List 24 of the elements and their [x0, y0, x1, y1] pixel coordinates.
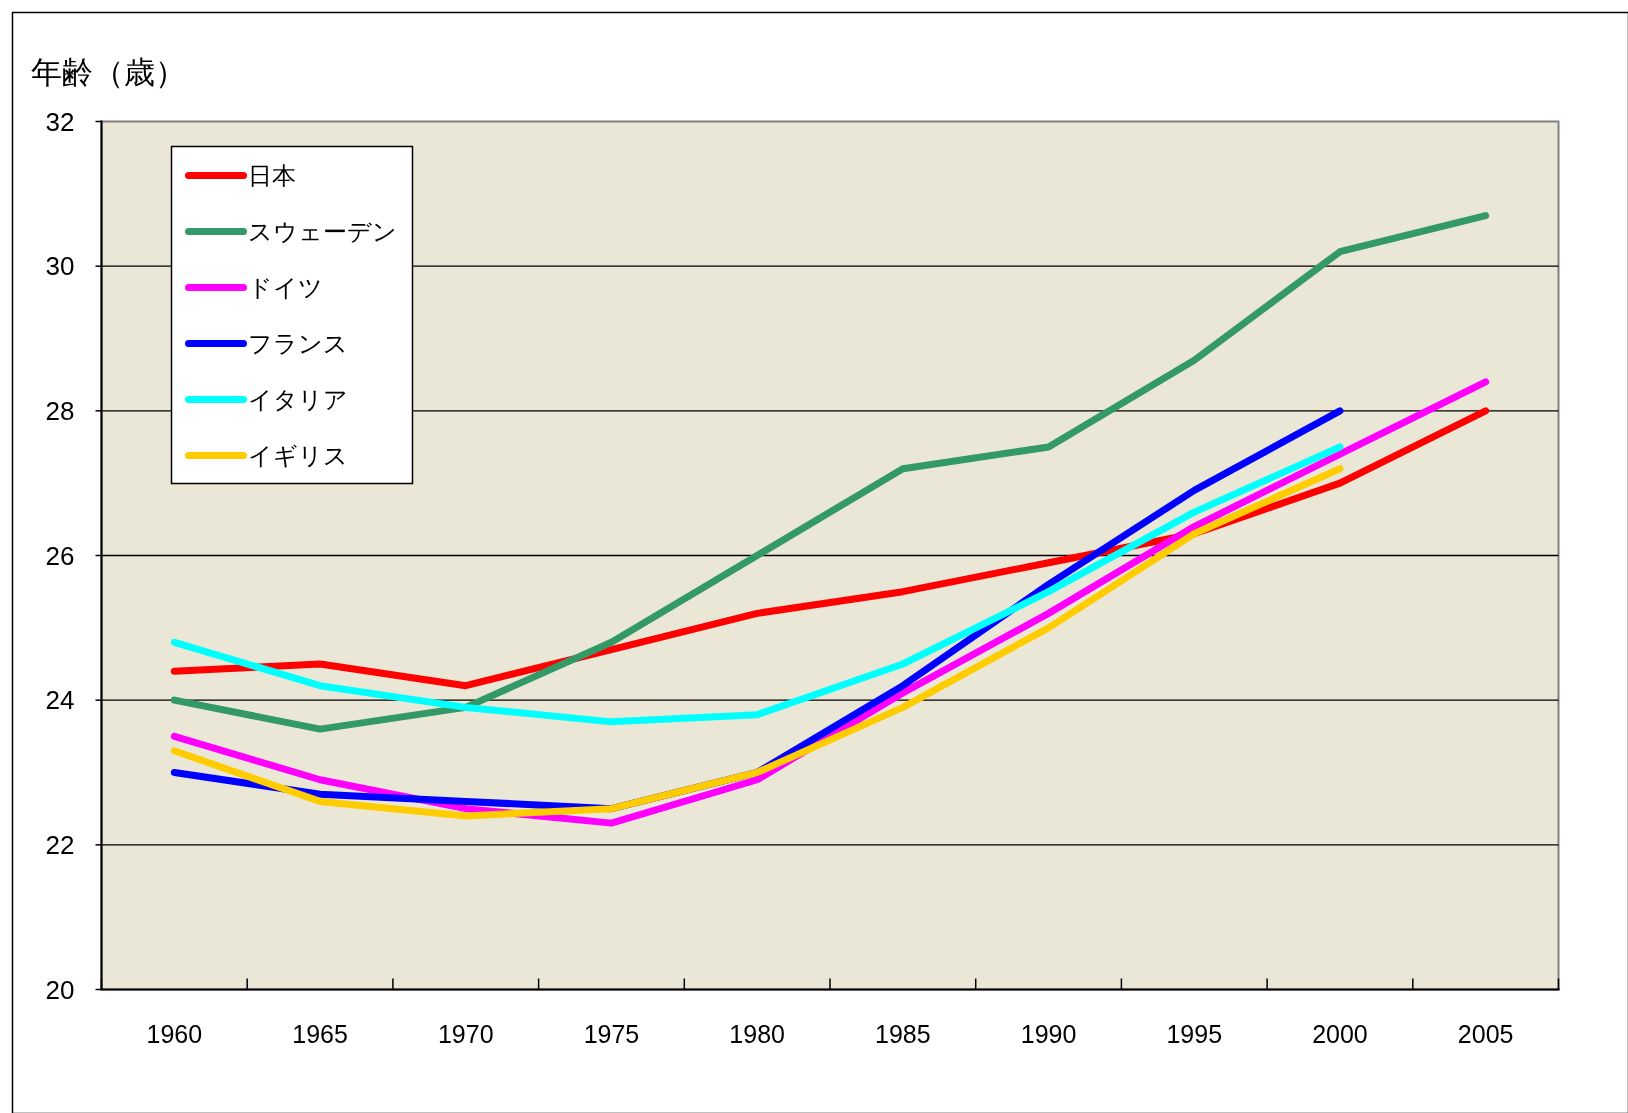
x-tick-label: 1965: [292, 1020, 348, 1048]
x-tick-label: 2005: [1457, 1020, 1514, 1048]
legend-label: フランス: [247, 329, 348, 357]
legend-label: ドイツ: [247, 273, 323, 301]
x-tick-label: 1980: [729, 1020, 785, 1048]
y-tick-label: 22: [45, 829, 75, 860]
legend-label: スウェーデン: [247, 217, 397, 245]
x-tick-label: 1985: [875, 1020, 931, 1048]
y-tick-label: 32: [45, 106, 75, 137]
x-tick-label: 1960: [146, 1020, 203, 1048]
y-tick-label: 24: [45, 685, 75, 716]
x-tick-label: 2000: [1312, 1020, 1368, 1048]
y-tick-label: 30: [45, 251, 75, 282]
x-tick-label: 1975: [583, 1020, 640, 1048]
legend-label: イギリス: [247, 441, 348, 469]
legend-label: 日本: [247, 161, 296, 189]
y-tick-label: 20: [45, 974, 75, 1005]
y-tick-label: 26: [45, 540, 75, 571]
x-tick-label: 1990: [1020, 1020, 1077, 1048]
y-axis-title: 年齢（歳）: [31, 55, 186, 90]
x-tick-label: 1995: [1166, 1020, 1223, 1048]
y-tick-label: 28: [45, 395, 75, 426]
legend-label: イタリア: [247, 385, 348, 413]
x-tick-label: 1970: [437, 1020, 494, 1048]
